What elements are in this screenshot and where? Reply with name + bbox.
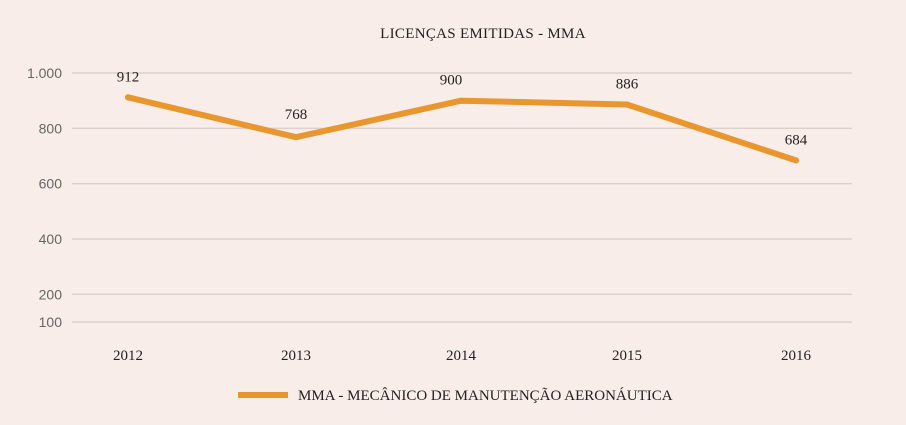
x-axis-ticks: 2012 2013 2014 2015 2016 (113, 348, 812, 364)
y-axis-ticks: 1.000 800 600 400 200 100 (27, 65, 62, 330)
y-tick-label: 400 (39, 231, 63, 247)
data-point (293, 134, 299, 141)
y-tick-label: 1.000 (27, 65, 62, 81)
gridlines (72, 72, 852, 323)
y-tick-label: 100 (39, 314, 63, 330)
data-label: 768 (285, 107, 308, 123)
series-lines (125, 94, 799, 164)
data-point (125, 94, 131, 101)
data-label: 900 (440, 73, 463, 89)
y-tick-label: 200 (39, 286, 63, 302)
data-label: 912 (117, 69, 140, 85)
x-tick-label: 2013 (281, 348, 311, 364)
legend: MMA - MECÂNICO DE MANUTENÇÃO AERONÁUTICA (238, 387, 673, 404)
x-tick-label: 2015 (612, 348, 642, 364)
data-point (793, 157, 799, 164)
y-tick-label: 800 (39, 120, 63, 136)
data-label: 684 (785, 132, 808, 148)
x-tick-label: 2014 (446, 348, 477, 364)
data-labels: 912 768 900 886 684 (117, 69, 808, 148)
y-tick-label: 600 (39, 176, 63, 192)
data-label: 886 (616, 77, 639, 93)
x-tick-label: 2016 (781, 348, 812, 364)
legend-label: MMA - MECÂNICO DE MANUTENÇÃO AERONÁUTICA (298, 387, 673, 404)
data-point (458, 97, 464, 104)
data-point (624, 101, 630, 108)
x-tick-label: 2012 (113, 348, 143, 364)
chart-title: LICENÇAS EMITIDAS - MMA (380, 26, 586, 42)
